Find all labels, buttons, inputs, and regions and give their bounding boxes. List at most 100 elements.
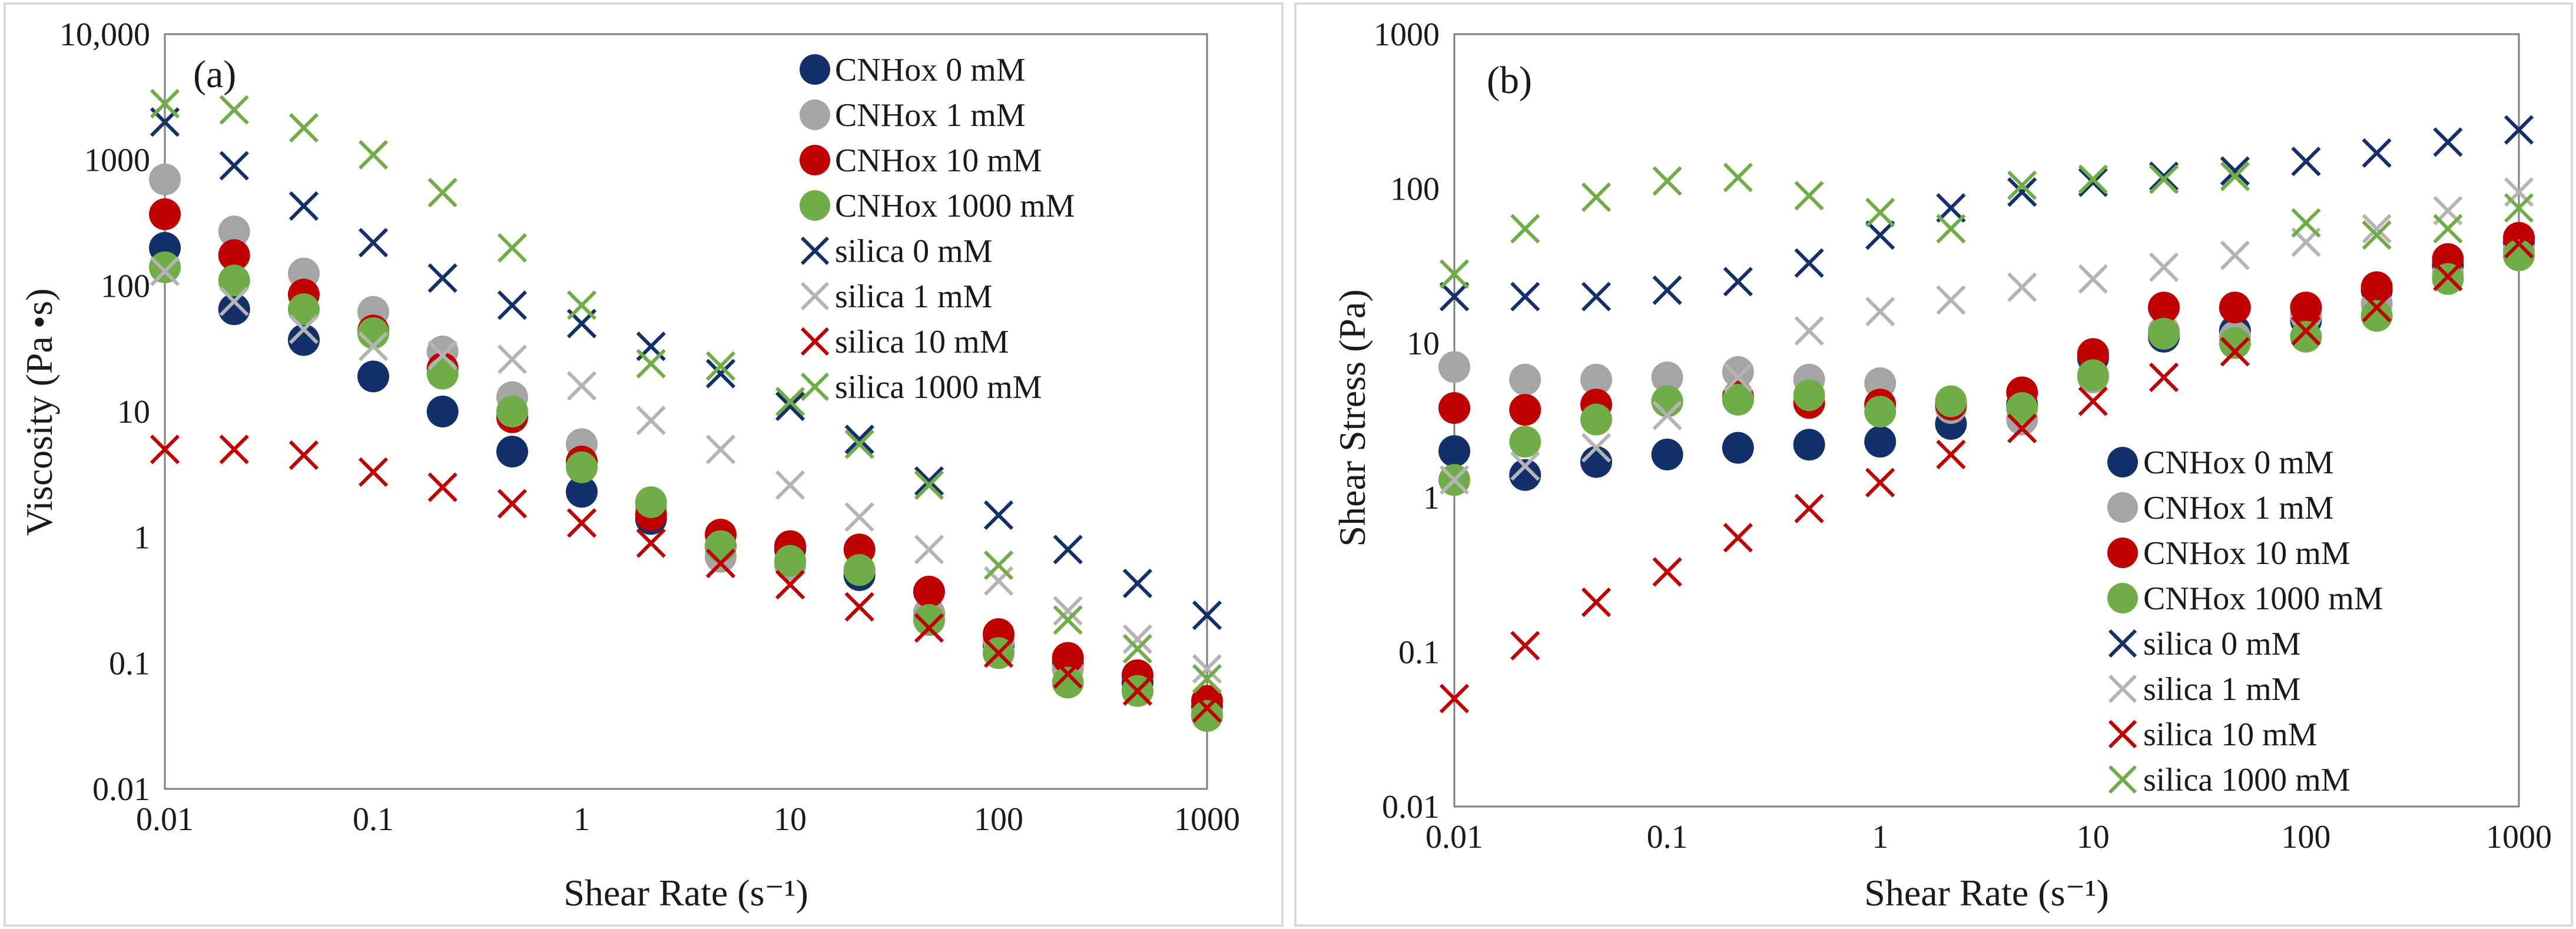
x-point: [2149, 252, 2179, 282]
panel-a-label: (a): [193, 53, 236, 96]
legend-label: silica 1000 mM: [835, 369, 1042, 406]
circle-point: [2077, 359, 2109, 391]
x-point: [1053, 535, 1083, 565]
circle-point: [1651, 361, 1683, 394]
circle-point: [1580, 363, 1613, 396]
circle-point: [496, 396, 528, 427]
x-point: [289, 191, 319, 221]
x-point: [1936, 285, 1966, 315]
panel-b-x-axis-title: Shear Rate (s⁻¹): [1864, 872, 2109, 914]
legend-item-silica-1000-mm: silica 1000 mM: [2108, 762, 2350, 798]
x-point: [1794, 493, 1824, 523]
x-point: [1652, 166, 1682, 196]
x-tick-label: 0.01: [136, 801, 194, 838]
panel-a-y-axis-title: Viscosity (Pa •s): [18, 288, 60, 536]
legend-label: CNHox 10 mM: [835, 142, 1042, 179]
x-point: [2149, 362, 2179, 393]
x-point: [358, 331, 389, 361]
legend-x-marker: [2108, 674, 2137, 704]
circle-point: [1509, 426, 1541, 458]
x-point: [1581, 281, 1612, 311]
y-tick-label: 10: [1407, 326, 1440, 362]
x-point: [844, 429, 874, 459]
x-point: [1723, 162, 1753, 193]
circle-point: [149, 198, 181, 230]
x-point: [2362, 220, 2392, 250]
legend-label: CNHox 0 mM: [2143, 444, 2334, 481]
legend-item-cnhox-10-mm: CNHox 10 mM: [800, 142, 1042, 179]
x-point: [2362, 214, 2392, 244]
x-tick-label: 10: [2077, 819, 2110, 855]
y-tick-label: 0.01: [1382, 789, 1440, 825]
chart-panel-b: (b) Shear Rate (s⁻¹) Shear Stress (Pa) 0…: [1294, 2, 2573, 927]
x-point: [844, 592, 874, 622]
x-point: [219, 95, 249, 125]
circle-point: [2148, 291, 2180, 324]
panel-b-label: (b): [1487, 59, 1532, 102]
x-tick-label: 1000: [1174, 801, 1240, 838]
circle-point: [566, 476, 598, 508]
legend-item-silica-10-mm: silica 10 mM: [800, 324, 1009, 360]
x-point: [2433, 261, 2463, 291]
circle-point: [1052, 666, 1084, 699]
panel-a-x-tick-labels: 0.01 0.1 1 10 100 1000: [136, 801, 1240, 838]
panel-a-data-marks: [149, 89, 1223, 732]
circle-point: [1191, 700, 1223, 732]
circle-point: [1651, 439, 1683, 471]
circle-point: [2219, 291, 2251, 324]
panel-b-y-axis-title: Shear Stress (Pa): [1331, 289, 1373, 546]
x-point: [2291, 147, 2321, 177]
x-point: [1936, 193, 1966, 223]
circle-point: [2290, 291, 2322, 324]
x-point: [775, 570, 805, 600]
x-point: [1439, 281, 1470, 311]
legend-x-marker: [800, 236, 830, 266]
series-silica-10-mm: [1439, 228, 2534, 714]
series-silica-0-mm: [1439, 115, 2534, 311]
x-point: [2291, 208, 2321, 238]
x-point: [1865, 220, 1895, 250]
x-point: [497, 344, 528, 374]
y-tick-label: 100: [1390, 171, 1440, 207]
x-point: [1192, 693, 1222, 723]
x-point: [219, 151, 249, 181]
circle-point: [1509, 363, 1541, 396]
x-tick-label: 0.1: [353, 801, 394, 838]
x-point: [1865, 467, 1895, 497]
x-point: [150, 434, 180, 464]
legend-circle-marker: [800, 190, 830, 221]
x-point: [1053, 596, 1083, 626]
x-point: [983, 638, 1014, 668]
legend-item-cnhox-1-mm: CNHox 1 mM: [800, 97, 1026, 134]
circle-point: [704, 530, 737, 562]
x-point: [358, 228, 389, 258]
x-point: [497, 233, 528, 263]
circle-point: [2360, 271, 2393, 303]
legend-item-cnhox-0-mm: CNHox 0 mM: [2107, 444, 2334, 481]
circle-point: [2290, 320, 2322, 353]
x-point: [1581, 587, 1612, 618]
circle-point: [2006, 392, 2038, 424]
series-silica-1000-mm: [1439, 161, 2534, 289]
x-point: [427, 263, 457, 293]
legend-x-marker: [2108, 765, 2137, 794]
circle-point: [913, 575, 945, 608]
circle-point: [1722, 383, 1754, 416]
x-point: [914, 613, 944, 643]
x-point: [1581, 433, 1612, 463]
panel-a-legend: CNHox 0 mM CNHox 1 mM CNHox 10 mM CNHox 100…: [800, 52, 1075, 406]
x-point: [1439, 684, 1470, 714]
circle-point: [843, 554, 876, 586]
x-point: [914, 466, 944, 496]
legend-item-silica-1000-mm: silica 1000 mM: [800, 369, 1042, 406]
circle-point: [1438, 392, 1470, 424]
x-point: [2078, 386, 2108, 416]
x-point: [705, 359, 736, 389]
circle-point: [1580, 446, 1613, 478]
x-point: [1122, 676, 1153, 706]
x-point: [427, 178, 457, 208]
legend-circle-marker: [2107, 538, 2138, 568]
legend-item-cnhox-0-mm: CNHox 0 mM: [800, 52, 1026, 88]
circle-point: [287, 293, 320, 326]
x-point: [2220, 240, 2250, 270]
